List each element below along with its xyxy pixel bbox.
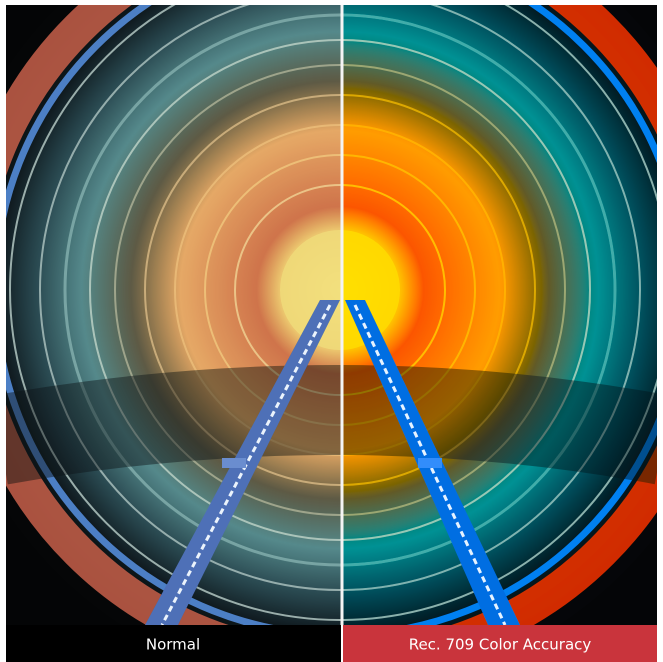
label-bar-left <box>6 625 341 662</box>
divider <box>340 5 344 625</box>
label-right: Rec. 709 Color Accuracy <box>409 636 592 654</box>
label-bar-right <box>343 625 657 662</box>
label-left: Normal <box>146 636 200 654</box>
